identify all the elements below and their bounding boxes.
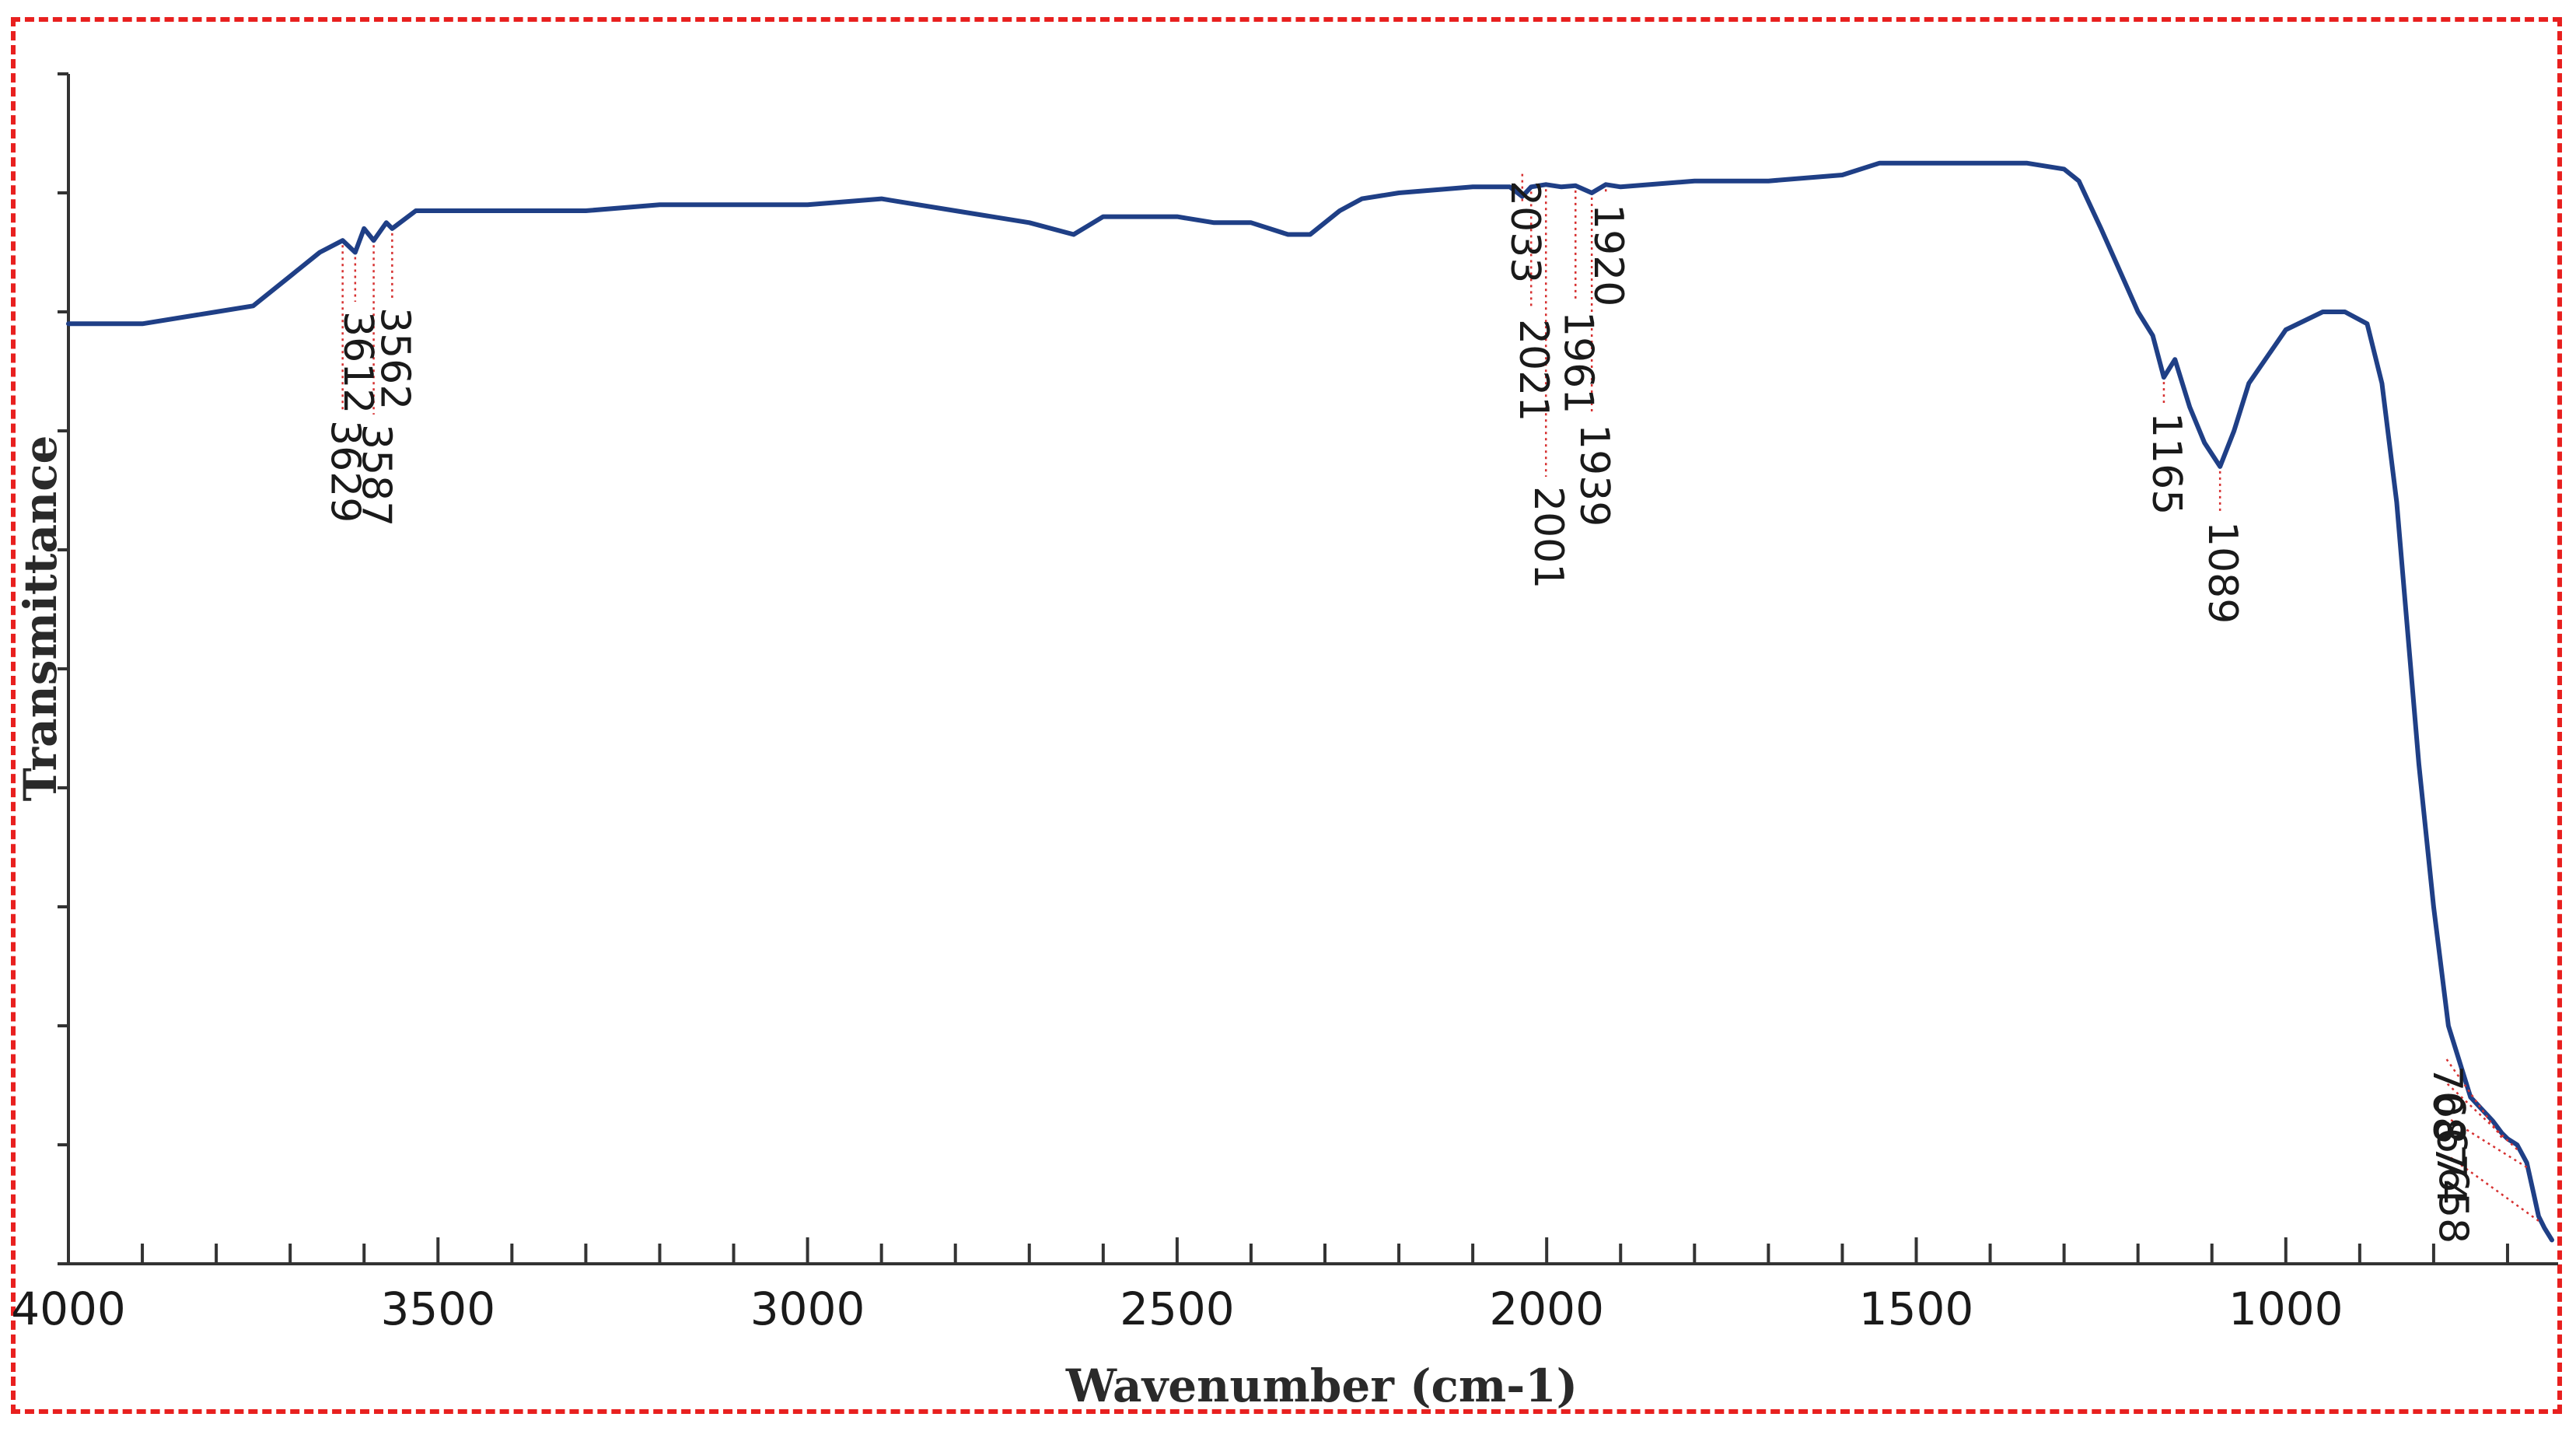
x-tick-label: 1500 [1859,1282,1974,1335]
spectrum-line [66,160,2554,1243]
peak-label: 1961 [1554,311,1601,414]
x-axis-ticks [67,1237,2509,1264]
peak-leader-lines [341,171,2539,1222]
y-axis-title: Transmittance [14,436,67,802]
y-axis-ticks [58,72,68,1265]
x-tick-label: 1000 [2228,1282,2344,1335]
chart-frame [11,17,2562,1414]
peak-label: 1089 [2199,521,2246,624]
x-tick-label: 3500 [380,1282,495,1335]
x-tick-label: 2500 [1120,1282,1235,1335]
x-axis-title: Wavenumber (cm-1) [1065,1359,1578,1412]
peak-leader [2443,1055,2503,1139]
peak-label: 1939 [1571,424,1617,527]
peak-label: 3562 [371,307,418,410]
x-axis-tick-labels: 4000 3500 3000 2500 2000 1500 1000 [11,1282,2343,1335]
peak-label: 3587 [353,424,400,527]
peak-label: 674 [2427,1128,2474,1205]
x-tick-label: 2000 [1489,1282,1604,1335]
x-tick-label: 4000 [11,1282,126,1335]
peak-label: 3629 [322,420,369,523]
peak-label: 2001 [1525,486,1571,589]
peak-label: 687 [2426,1093,2473,1170]
peak-label: 1920 [1585,204,1631,306]
peak-label: 708 [2424,1065,2470,1142]
peak-label: 658 [2429,1167,2476,1244]
x-tick-label: 3000 [750,1282,865,1335]
peak-label: 2033 [1501,180,1548,283]
peak-label: 1165 [2143,412,2190,515]
peak-labels: 3629 3612 3587 3562 2033 2021 2001 1961 1939 1920… [322,180,2476,1244]
peak-label: 3612 [334,311,381,414]
peak-label: 2021 [1510,319,1557,422]
